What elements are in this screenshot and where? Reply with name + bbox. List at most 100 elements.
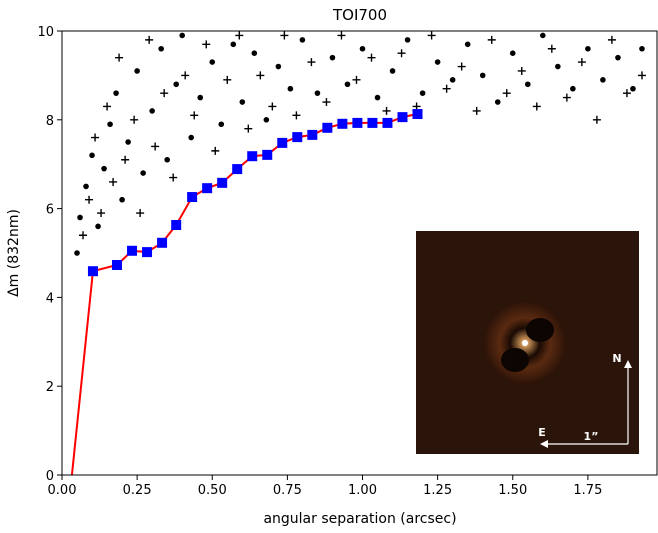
data-point	[89, 152, 95, 159]
data-point	[464, 41, 471, 48]
y-tick-label: 0	[46, 469, 54, 484]
data-point	[359, 45, 366, 52]
data-point	[79, 231, 88, 240]
data-point	[570, 85, 576, 92]
contrast-line	[70, 113, 418, 476]
data-point	[307, 58, 316, 67]
inset-image: N E 1”	[416, 231, 639, 454]
data-point	[600, 77, 606, 83]
data-point	[280, 31, 289, 40]
x-tick-label: 0.25	[123, 483, 152, 498]
data-point	[622, 89, 631, 98]
data-point	[509, 50, 516, 56]
data-point	[85, 195, 94, 204]
data-point	[287, 85, 294, 92]
data-point	[292, 111, 301, 120]
data-point	[562, 93, 571, 102]
inset-north-label: N	[612, 352, 621, 365]
data-point	[524, 81, 531, 88]
data-point	[149, 108, 155, 114]
data-point	[487, 35, 496, 44]
data-point	[256, 71, 265, 80]
data-point	[130, 115, 139, 124]
data-point	[322, 98, 331, 107]
data-point	[115, 53, 124, 62]
data-point	[547, 44, 556, 53]
contrast-point	[397, 112, 408, 123]
inset-scale-label: 1”	[584, 430, 599, 443]
data-point	[592, 115, 601, 124]
x-tick-label: 0.00	[48, 483, 77, 498]
data-point	[639, 45, 645, 52]
data-point	[107, 121, 113, 128]
data-point	[555, 63, 561, 70]
data-point	[434, 59, 441, 65]
contrast-point	[352, 117, 363, 128]
contrast-point	[367, 117, 378, 128]
data-point	[197, 94, 204, 101]
contrast-point	[307, 129, 318, 140]
data-point	[630, 85, 636, 92]
data-point	[235, 31, 244, 40]
inset-speckle	[501, 348, 529, 372]
data-point	[218, 121, 225, 128]
data-point	[607, 35, 616, 44]
data-point	[299, 37, 306, 43]
x-tick-label: 1.75	[573, 483, 602, 498]
contrast-point	[382, 117, 393, 128]
data-point	[119, 196, 125, 203]
data-point	[615, 54, 621, 61]
data-point	[140, 170, 146, 176]
north-arrowhead	[624, 360, 632, 368]
data-point	[91, 133, 100, 142]
data-point	[472, 106, 481, 115]
data-point	[449, 77, 456, 83]
data-point	[136, 209, 145, 218]
y-tick-label: 2	[46, 380, 54, 395]
axes: 0.00 0.25 0.50 0.75 1.00 1.25 1.50 1.75 0 2 4 6 8 10	[37, 25, 602, 498]
data-point	[540, 32, 546, 39]
y-tick-label: 6	[46, 203, 54, 218]
data-point	[239, 99, 246, 105]
contrast-point	[157, 237, 168, 248]
x-tick-label: 0.75	[273, 483, 302, 498]
data-point	[190, 111, 199, 120]
contrast-point	[142, 247, 153, 258]
data-point	[101, 165, 107, 172]
data-point	[397, 49, 406, 58]
data-point	[160, 89, 169, 98]
data-point	[389, 68, 396, 74]
y-tick-label: 10	[37, 25, 54, 40]
data-point	[202, 40, 211, 49]
data-point	[134, 68, 140, 74]
data-point	[83, 183, 89, 190]
data-point	[268, 102, 277, 111]
data-point	[314, 90, 321, 96]
plot-frame	[61, 30, 658, 476]
data-point	[427, 31, 436, 40]
data-point	[145, 35, 154, 44]
data-point	[585, 45, 591, 52]
contrast-point	[262, 149, 273, 160]
data-point	[169, 173, 178, 182]
data-point	[251, 50, 258, 56]
data-point	[577, 58, 586, 67]
data-point	[502, 89, 511, 98]
data-point	[532, 102, 541, 111]
data-point	[344, 81, 351, 88]
inset-core	[522, 340, 528, 346]
data-point	[494, 99, 501, 105]
data-point	[230, 41, 237, 48]
x-tick-label: 1.25	[423, 483, 452, 498]
data-point	[263, 117, 270, 123]
data-point	[517, 66, 526, 75]
contrast-point	[292, 132, 303, 143]
x-tick-label: 0.50	[198, 483, 227, 498]
x-tick-label: 1.00	[348, 483, 377, 498]
contrast-point	[277, 137, 288, 148]
data-point	[479, 72, 486, 79]
y-axis-label: Δm (832nm)	[6, 209, 22, 297]
data-point	[367, 53, 376, 62]
inset-speckle	[526, 318, 554, 342]
